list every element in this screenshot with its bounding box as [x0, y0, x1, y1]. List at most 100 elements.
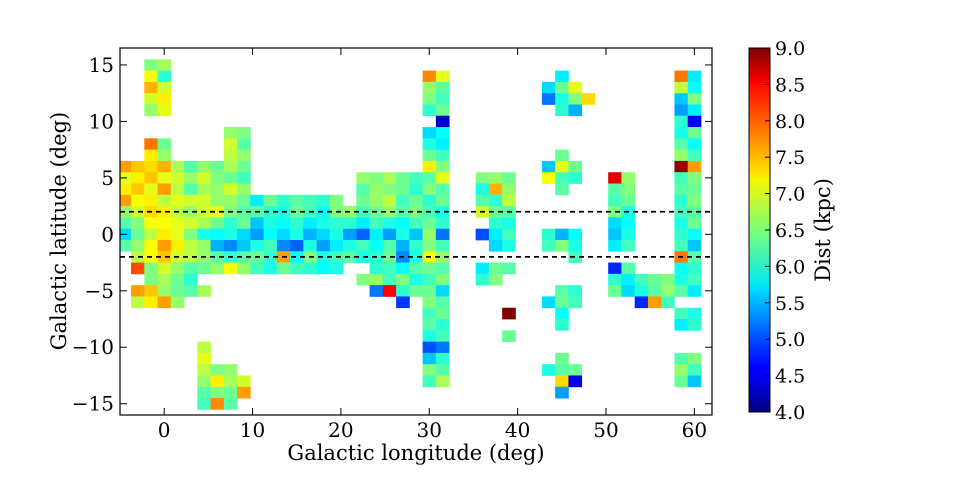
heatmap-cell [422, 160, 437, 173]
heatmap-cell [687, 104, 702, 117]
heatmap-cell [144, 172, 158, 184]
x-tick-label: 30 [417, 418, 442, 442]
heatmap-cell [237, 217, 251, 230]
heatmap-cell [502, 217, 516, 230]
heatmap-cell [422, 285, 437, 297]
heatmap-cell [210, 172, 225, 184]
heatmap-cell [409, 262, 424, 275]
heatmap-cell [488, 228, 503, 241]
heatmap-cell [396, 239, 410, 252]
heatmap-cell [276, 262, 291, 275]
heatmap-cell [422, 149, 437, 162]
heatmap-cell [422, 319, 437, 331]
heatmap-cell [422, 104, 437, 117]
heatmap-cell [687, 375, 702, 388]
heatmap-cell [197, 285, 211, 297]
heatmap-cell [674, 307, 689, 320]
heatmap-cell [223, 262, 238, 275]
heatmap-cell [555, 386, 569, 399]
heatmap-cell [210, 262, 225, 275]
heatmap-cell [422, 127, 437, 139]
heatmap-cell [120, 160, 132, 173]
heatmap-cell [634, 285, 649, 297]
heatmap-cell [608, 217, 622, 230]
heatmap-cell [157, 149, 172, 162]
heatmap-cell [356, 217, 371, 230]
heatmap-cell [674, 375, 689, 388]
heatmap-cell [568, 104, 583, 117]
heatmap-cell [435, 160, 450, 173]
heatmap-cell [157, 239, 172, 252]
heatmap-cell [687, 81, 702, 94]
heatmap-cell [435, 115, 450, 128]
heatmap-cell [157, 93, 172, 105]
heatmap-cell [555, 70, 569, 83]
heatmap-cell [541, 172, 556, 184]
heatmap-cell [237, 228, 251, 241]
heatmap-cell [674, 81, 689, 94]
heatmap-cell [475, 228, 490, 241]
x-tick-label: 0 [158, 418, 171, 442]
heatmap-cell [197, 194, 211, 207]
heatmap-cell [369, 172, 384, 184]
heatmap-cell [435, 138, 450, 151]
heatmap-cell [674, 239, 689, 252]
heatmap-cell [608, 262, 622, 275]
heatmap-cell [541, 93, 556, 105]
heatmap-cell [223, 138, 238, 151]
heatmap-cell [316, 239, 331, 252]
heatmap-cell [396, 172, 410, 184]
colorbar-tick-label: 6.5 [775, 220, 805, 242]
heatmap-cell [396, 262, 410, 275]
heatmap-cell [316, 206, 331, 218]
heatmap-cell [356, 228, 371, 241]
heatmap-cell [687, 194, 702, 207]
heatmap-cell [687, 206, 702, 218]
heatmap-cell [120, 206, 132, 218]
heatmap-cell [435, 206, 450, 218]
heatmap-cell [396, 183, 410, 196]
heatmap-cell [541, 228, 556, 241]
heatmap-cell [435, 104, 450, 117]
heatmap-cell [674, 228, 689, 241]
heatmap-cell [197, 172, 211, 184]
heatmap-cell [223, 160, 238, 173]
heatmap-cell [435, 228, 450, 241]
heatmap-cell [237, 262, 251, 275]
heatmap-cell [237, 206, 251, 218]
heatmap-cell [687, 352, 702, 365]
heatmap-cell [316, 262, 331, 275]
heatmap-cell [369, 183, 384, 196]
heatmap-cell [276, 228, 291, 241]
heatmap-cell [422, 341, 437, 354]
heatmap-cell [157, 228, 172, 241]
heatmap-cell [290, 194, 304, 207]
heatmap-cell [422, 138, 437, 151]
colorbar-tick-label: 7.0 [775, 184, 805, 206]
heatmap-cell [210, 228, 225, 241]
heatmap-cell [157, 296, 172, 309]
heatmap-cell [396, 296, 410, 309]
heatmap-cell [568, 93, 583, 105]
heatmap-cell [409, 228, 424, 241]
heatmap-cell [131, 183, 145, 196]
heatmap-cell [184, 206, 198, 218]
y-tick-label: 10 [89, 109, 114, 133]
heatmap-cell [435, 262, 450, 275]
heatmap-cell [422, 217, 437, 230]
heatmap-cell [369, 273, 384, 286]
heatmap-cell [687, 307, 702, 320]
heatmap-cell [435, 375, 450, 388]
heatmap-cell [568, 251, 583, 263]
heatmap-cell [210, 364, 225, 376]
y-tick-label: 15 [89, 53, 114, 77]
heatmap-cell [687, 262, 702, 275]
heatmap-cell [674, 172, 689, 184]
heatmap-cell [369, 217, 384, 230]
heatmap-cell [170, 160, 185, 173]
heatmap-cell [303, 228, 317, 241]
heatmap-cell [621, 183, 636, 196]
heatmap-cell [290, 228, 304, 241]
heatmap-cell [674, 104, 689, 117]
heatmap-cell [608, 194, 622, 207]
